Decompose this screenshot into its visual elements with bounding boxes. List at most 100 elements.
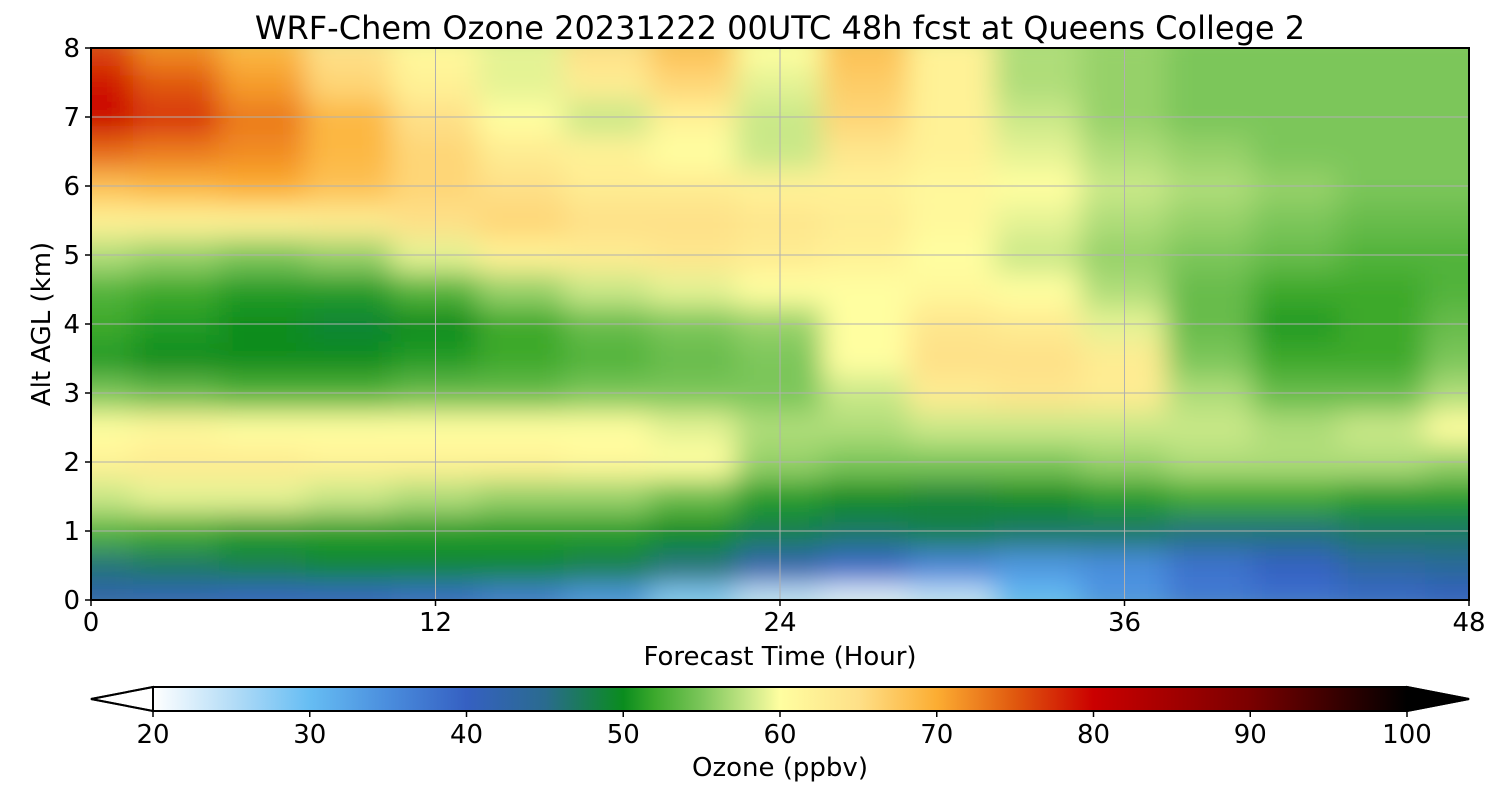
y-tick-label: 1 — [63, 517, 80, 547]
colorbar-tick-label: 40 — [450, 720, 483, 750]
heatmap-cell — [649, 409, 738, 446]
heatmap-cell — [1424, 478, 1469, 515]
heatmap-cell — [1424, 547, 1469, 584]
heatmap-cell — [1166, 409, 1255, 446]
colorbar-tick-label: 20 — [136, 720, 169, 750]
heatmap-cell — [563, 409, 652, 446]
heatmap-cell — [219, 64, 308, 101]
heatmap-cell — [822, 409, 911, 446]
heatmap-cell — [133, 547, 222, 584]
heatmap-cell — [305, 478, 394, 515]
heatmap-cell — [91, 64, 136, 101]
heatmap-cell — [1166, 64, 1255, 101]
heatmap-cell — [1338, 48, 1427, 67]
heatmap-cell — [649, 48, 738, 67]
heatmap-cell — [1424, 409, 1469, 446]
heatmap-cell — [133, 202, 222, 239]
heatmap-cell — [994, 409, 1083, 446]
heatmap-cell — [563, 48, 652, 67]
heatmap-cell — [649, 581, 738, 600]
heatmap-cell — [822, 133, 911, 170]
colorbar: 20 30 40 50 60 70 80 90 100 Ozone (ppbv) — [90, 685, 1470, 783]
heatmap-cell — [305, 340, 394, 377]
heatmap-cell — [563, 202, 652, 239]
heatmap-cell — [563, 271, 652, 308]
heatmap-cell — [133, 133, 222, 170]
heatmap-cell — [908, 340, 997, 377]
heatmap-cell — [994, 202, 1083, 239]
colorbar-label: Ozone (ppbv) — [692, 753, 868, 783]
colorbar-right-extension — [1406, 685, 1470, 713]
heatmap-cell — [477, 340, 566, 377]
heatmap-cell — [1252, 202, 1341, 239]
y-tick-label: 5 — [63, 241, 80, 271]
heatmap-cell — [1252, 271, 1341, 308]
heatmap-cell — [133, 48, 222, 67]
heatmap-cell — [477, 547, 566, 584]
heatmap-cell — [822, 202, 911, 239]
heatmap-cell — [1166, 340, 1255, 377]
heatmap-cell — [91, 133, 136, 170]
heatmap-cell — [1424, 340, 1469, 377]
heatmap-cell — [477, 48, 566, 67]
heatmap-cell — [477, 271, 566, 308]
heatmap-cell — [822, 340, 911, 377]
heatmap-cell — [1424, 133, 1469, 170]
heatmap-cell — [1338, 478, 1427, 515]
colorbar-tick-label: 80 — [1077, 720, 1110, 750]
y-tick-label: 2 — [63, 448, 80, 478]
heatmap-cell — [1424, 48, 1469, 67]
heatmap-cell — [1424, 271, 1469, 308]
heatmap-cell — [1338, 64, 1427, 101]
x-axis-label: Forecast Time (Hour) — [643, 642, 916, 672]
colorbar-tick-label: 50 — [607, 720, 640, 750]
heatmap-cell — [219, 271, 308, 308]
heatmap-cell — [563, 64, 652, 101]
y-tick-label: 0 — [63, 586, 80, 616]
heatmap-cell — [91, 547, 136, 584]
heatmap-cell — [563, 478, 652, 515]
heatmap-cell — [91, 409, 136, 446]
y-tick-label: 3 — [63, 379, 80, 409]
heatmap-cell — [133, 271, 222, 308]
heatmap-cell — [91, 478, 136, 515]
heatmap-cell — [649, 64, 738, 101]
heatmap-cell — [994, 133, 1083, 170]
heatmap-cell — [91, 271, 136, 308]
heatmap-cell — [1424, 64, 1469, 101]
heatmap-cell — [563, 581, 652, 600]
y-tick-label: 8 — [63, 34, 80, 64]
heatmap-cell — [563, 547, 652, 584]
heatmap-cell — [133, 64, 222, 101]
heatmap-cell — [1424, 202, 1469, 239]
colorbar-tick-label: 30 — [293, 720, 326, 750]
heatmap-cell — [994, 478, 1083, 515]
heatmap-cell — [219, 581, 308, 600]
heatmap-cell — [477, 478, 566, 515]
heatmap-cell — [649, 340, 738, 377]
heatmap-cell — [305, 64, 394, 101]
y-tick-label: 6 — [63, 172, 80, 202]
heatmap-cell — [219, 547, 308, 584]
heatmap-cell — [822, 271, 911, 308]
x-tick-label: 24 — [763, 608, 796, 638]
heatmap-cell — [477, 133, 566, 170]
heatmap-cell — [822, 581, 911, 600]
heatmap-cell — [219, 133, 308, 170]
colorbar-left-extension — [90, 685, 154, 713]
heatmap-cell — [305, 547, 394, 584]
heatmap-cell — [477, 202, 566, 239]
colorbar-tick-label: 70 — [920, 720, 953, 750]
heatmap-cell — [1166, 48, 1255, 67]
heatmap-cell — [908, 478, 997, 515]
heatmap-cell — [1424, 581, 1469, 600]
heatmap-cell — [219, 340, 308, 377]
heatmap-cell — [305, 581, 394, 600]
x-tick-label: 36 — [1108, 608, 1141, 638]
heatmap-cell — [1166, 478, 1255, 515]
y-axis-ticks: 0 1 2 3 4 5 6 7 8 — [63, 34, 91, 616]
heatmap-cell — [1338, 271, 1427, 308]
heatmap-cell — [133, 581, 222, 600]
